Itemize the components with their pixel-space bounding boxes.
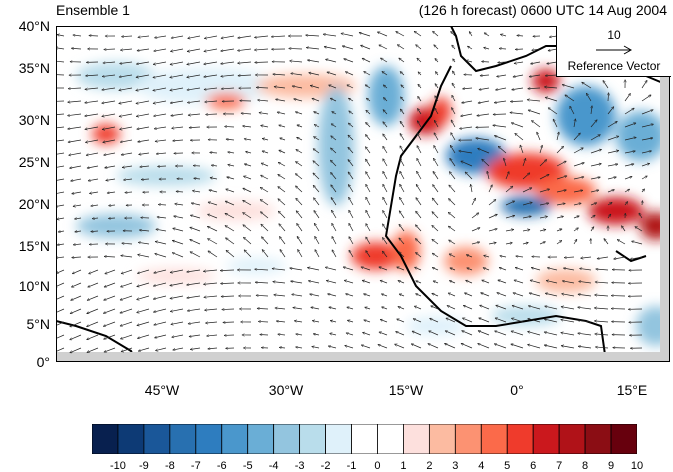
colorbar-tick-label: -10 — [106, 460, 130, 472]
colorbar-tick-label: -1 — [340, 460, 364, 472]
colorbar-swatch — [300, 424, 326, 454]
colorbar-swatch — [611, 424, 637, 454]
colorbar — [92, 424, 637, 454]
colorbar-swatch — [92, 424, 118, 454]
colorbar-tick-label: -3 — [288, 460, 312, 472]
lon-label-30w: 30°W — [256, 382, 316, 398]
colorbar-tick-label: 2 — [417, 460, 441, 472]
lat-label-15n: 15°N — [0, 238, 50, 254]
colorbar-swatch — [118, 424, 144, 454]
plot-title-left: Ensemble 1 — [56, 2, 130, 18]
colorbar-swatch — [248, 424, 274, 454]
colorbar-tick-label: -7 — [184, 460, 208, 472]
reference-vector-box: 10 Reference Vector — [556, 26, 671, 77]
lat-label-0: 0° — [0, 354, 50, 370]
colorbar-swatch — [222, 424, 248, 454]
colorbar-swatch — [533, 424, 559, 454]
reference-vector-label: Reference Vector — [557, 59, 671, 73]
colorbar-tick-label: 5 — [495, 460, 519, 472]
colorbar-tick-label: -8 — [158, 460, 182, 472]
colorbar-swatch — [455, 424, 481, 454]
colorbar-swatch — [170, 424, 196, 454]
colorbar-tick-label: -9 — [132, 460, 156, 472]
colorbar-tick-label: 10 — [625, 460, 649, 472]
colorbar-tick-label: 3 — [443, 460, 467, 472]
lat-label-35n: 35°N — [0, 60, 50, 76]
colorbar-swatch — [144, 424, 170, 454]
colorbar-tick-label: -4 — [262, 460, 286, 472]
reference-arrow-icon — [594, 44, 634, 56]
colorbar-tick-label: -6 — [210, 460, 234, 472]
lat-label-20n: 20°N — [0, 196, 50, 212]
colorbar-tick-label: 4 — [469, 460, 493, 472]
reference-vector-magnitude: 10 — [557, 28, 671, 42]
lon-label-15e: 15°E — [602, 382, 662, 398]
lat-label-40n: 40°N — [0, 18, 50, 34]
colorbar-swatch — [326, 424, 352, 454]
colorbar-tick-label: 0 — [365, 460, 389, 472]
colorbar-swatch — [196, 424, 222, 454]
colorbar-swatch — [274, 424, 300, 454]
lat-label-5n: 5°N — [0, 316, 50, 332]
colorbar-swatch — [377, 424, 403, 454]
colorbar-swatch — [585, 424, 611, 454]
plot-title-right: (126 h forecast) 0600 UTC 14 Aug 2004 — [419, 2, 667, 18]
colorbar-tick-label: -5 — [236, 460, 260, 472]
colorbar-swatch — [559, 424, 585, 454]
colorbar-swatch — [481, 424, 507, 454]
lat-label-25n: 25°N — [0, 154, 50, 170]
colorbar-swatch — [507, 424, 533, 454]
colorbar-swatch — [403, 424, 429, 454]
lon-label-0: 0° — [487, 382, 547, 398]
colorbar-tick-label: 9 — [599, 460, 623, 472]
colorbar-tick-label: 7 — [547, 460, 571, 472]
lat-label-30n: 30°N — [0, 112, 50, 128]
colorbar-tick-label: 1 — [391, 460, 415, 472]
colorbar-swatch — [352, 424, 378, 454]
domain-mask-south — [56, 352, 670, 362]
colorbar-swatch — [429, 424, 455, 454]
lon-label-15w: 15°W — [376, 382, 436, 398]
colorbar-tick-label: 8 — [573, 460, 597, 472]
colorbar-tick-label: -2 — [314, 460, 338, 472]
lat-label-10n: 10°N — [0, 278, 50, 294]
colorbar-tick-label: 6 — [521, 460, 545, 472]
lon-label-45w: 45°W — [132, 382, 192, 398]
